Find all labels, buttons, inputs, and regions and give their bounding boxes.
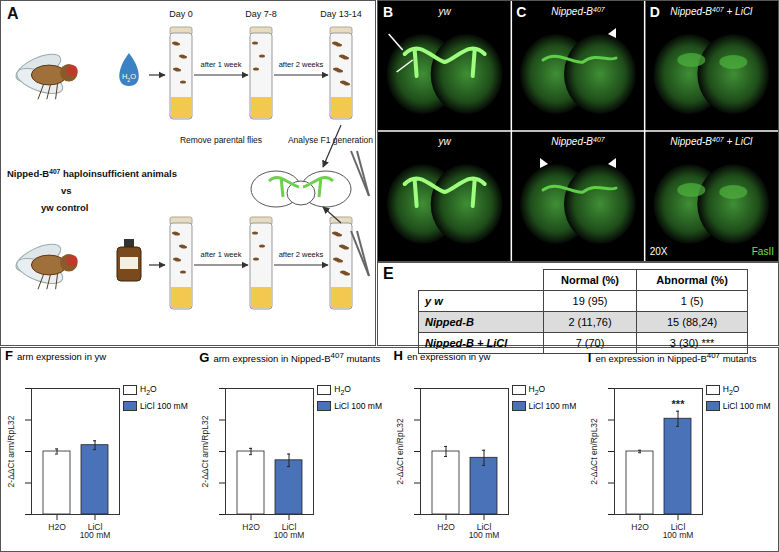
html-text:H en expression in yw: H en expression in yw [393, 348, 491, 363]
svg-text:2-ΔΔCt en/RpL32: 2-ΔΔCt en/RpL32 [394, 418, 404, 485]
svg-text:Day 0: Day 0 [169, 9, 193, 19]
svg-text:vs: vs [61, 185, 72, 196]
svg-text:H2O: H2O [122, 72, 136, 83]
svg-text:H2O: H2O [48, 522, 66, 532]
svg-text:after 2 weeks: after 2 weeks [279, 250, 324, 259]
html-text:Nipped-B + LiCl: Nipped-B + LiCl [425, 337, 508, 349]
html-text:H2O: H2O [140, 384, 157, 397]
svg-text:Nipped-B407 haploinsufficient: Nipped-B407 haploinsufficient animals [7, 168, 177, 180]
svg-text:2-ΔΔCt en/RpL32: 2-ΔΔCt en/RpL32 [588, 418, 598, 485]
svg-text:LiCl100 mM: LiCl100 mM [662, 522, 693, 541]
svg-text:D: D [650, 4, 660, 20]
html-text:E: E [383, 265, 394, 282]
html-text:LiCl 100 mM: LiCl 100 mM [140, 400, 188, 411]
svg-text:Nipped-B407 + LiCl: Nipped-B407 + LiCl [670, 136, 753, 148]
html-text:LiCl 100 mM: LiCl 100 mM [528, 400, 577, 411]
svg-text:Nipped-B407: Nipped-B407 [551, 6, 605, 18]
html-text:15 (88,24): 15 (88,24) [667, 316, 718, 328]
svg-text:B: B [383, 4, 393, 20]
html-text:Nipped-B: Nipped-B [425, 316, 474, 328]
html-text:LiCl 100 mM: LiCl 100 mM [334, 400, 382, 411]
html-text:Normal (%): Normal (%) [561, 274, 619, 286]
html-text:1 (5): 1 (5) [680, 295, 704, 307]
html-text:H2O: H2O [528, 384, 546, 397]
svg-text:yw control: yw control [41, 202, 89, 213]
html-text:I en expression in Nipped-B407: I en expression in Nipped-B407mutants [587, 350, 757, 366]
html-text:H2O: H2O [722, 384, 740, 397]
svg-text:after 1 week: after 1 week [201, 250, 242, 259]
svg-text:Day 13-14: Day 13-14 [320, 9, 362, 19]
svg-text:H2O: H2O [437, 522, 455, 532]
svg-text:H2O: H2O [631, 522, 649, 532]
svg-text:yw: yw [438, 6, 452, 17]
html-text:F arm expression in yw: F arm expression in yw [5, 348, 107, 363]
html-text:H2O: H2O [334, 384, 351, 397]
html-text:3 (30) ***: 3 (30) *** [669, 337, 715, 349]
svg-text:Remove parental flies: Remove parental flies [180, 135, 262, 145]
html-text:2 (11,76): 2 (11,76) [568, 316, 612, 328]
svg-text:H2O: H2O [243, 522, 261, 532]
svg-text:C: C [516, 4, 526, 20]
svg-text:yw: yw [438, 136, 452, 147]
html-text:LiCl 100 mM: LiCl 100 mM [722, 400, 771, 411]
svg-text:after 1 week: after 1 week [201, 60, 242, 69]
html-text:G arm expression in Nipped-B40: G arm expression in Nipped-B407mutants [199, 350, 381, 366]
html-text:Abnormal (%): Abnormal (%) [656, 274, 728, 286]
svg-text:Nipped-B407 + LiCl: Nipped-B407 + LiCl [670, 6, 753, 18]
svg-text:2-ΔΔCt arm/RpL32: 2-ΔΔCt arm/RpL32 [6, 415, 16, 487]
html-text:7 (70): 7 (70) [575, 337, 605, 349]
svg-text:***: *** [671, 398, 685, 410]
svg-text:LiCl100 mM: LiCl100 mM [468, 522, 499, 541]
html-text:y w: y w [425, 295, 443, 307]
svg-text:LiCl100 mM: LiCl100 mM [80, 522, 111, 541]
html-text:19 (95): 19 (95) [572, 295, 608, 307]
svg-text:Day 7-8: Day 7-8 [245, 9, 277, 19]
svg-text:Nipped-B407: Nipped-B407 [551, 136, 605, 148]
svg-text:LiCl100 mM: LiCl100 mM [274, 522, 305, 541]
svg-text:Analyse F1 generation: Analyse F1 generation [288, 135, 373, 145]
svg-text:after 2 weeks: after 2 weeks [279, 60, 324, 69]
svg-text:2-ΔΔCt arm/RpL32: 2-ΔΔCt arm/RpL32 [200, 415, 210, 487]
svg-text:20X: 20X [650, 246, 668, 257]
svg-text:A: A [7, 5, 19, 22]
svg-text:FasII: FasII [752, 246, 774, 257]
